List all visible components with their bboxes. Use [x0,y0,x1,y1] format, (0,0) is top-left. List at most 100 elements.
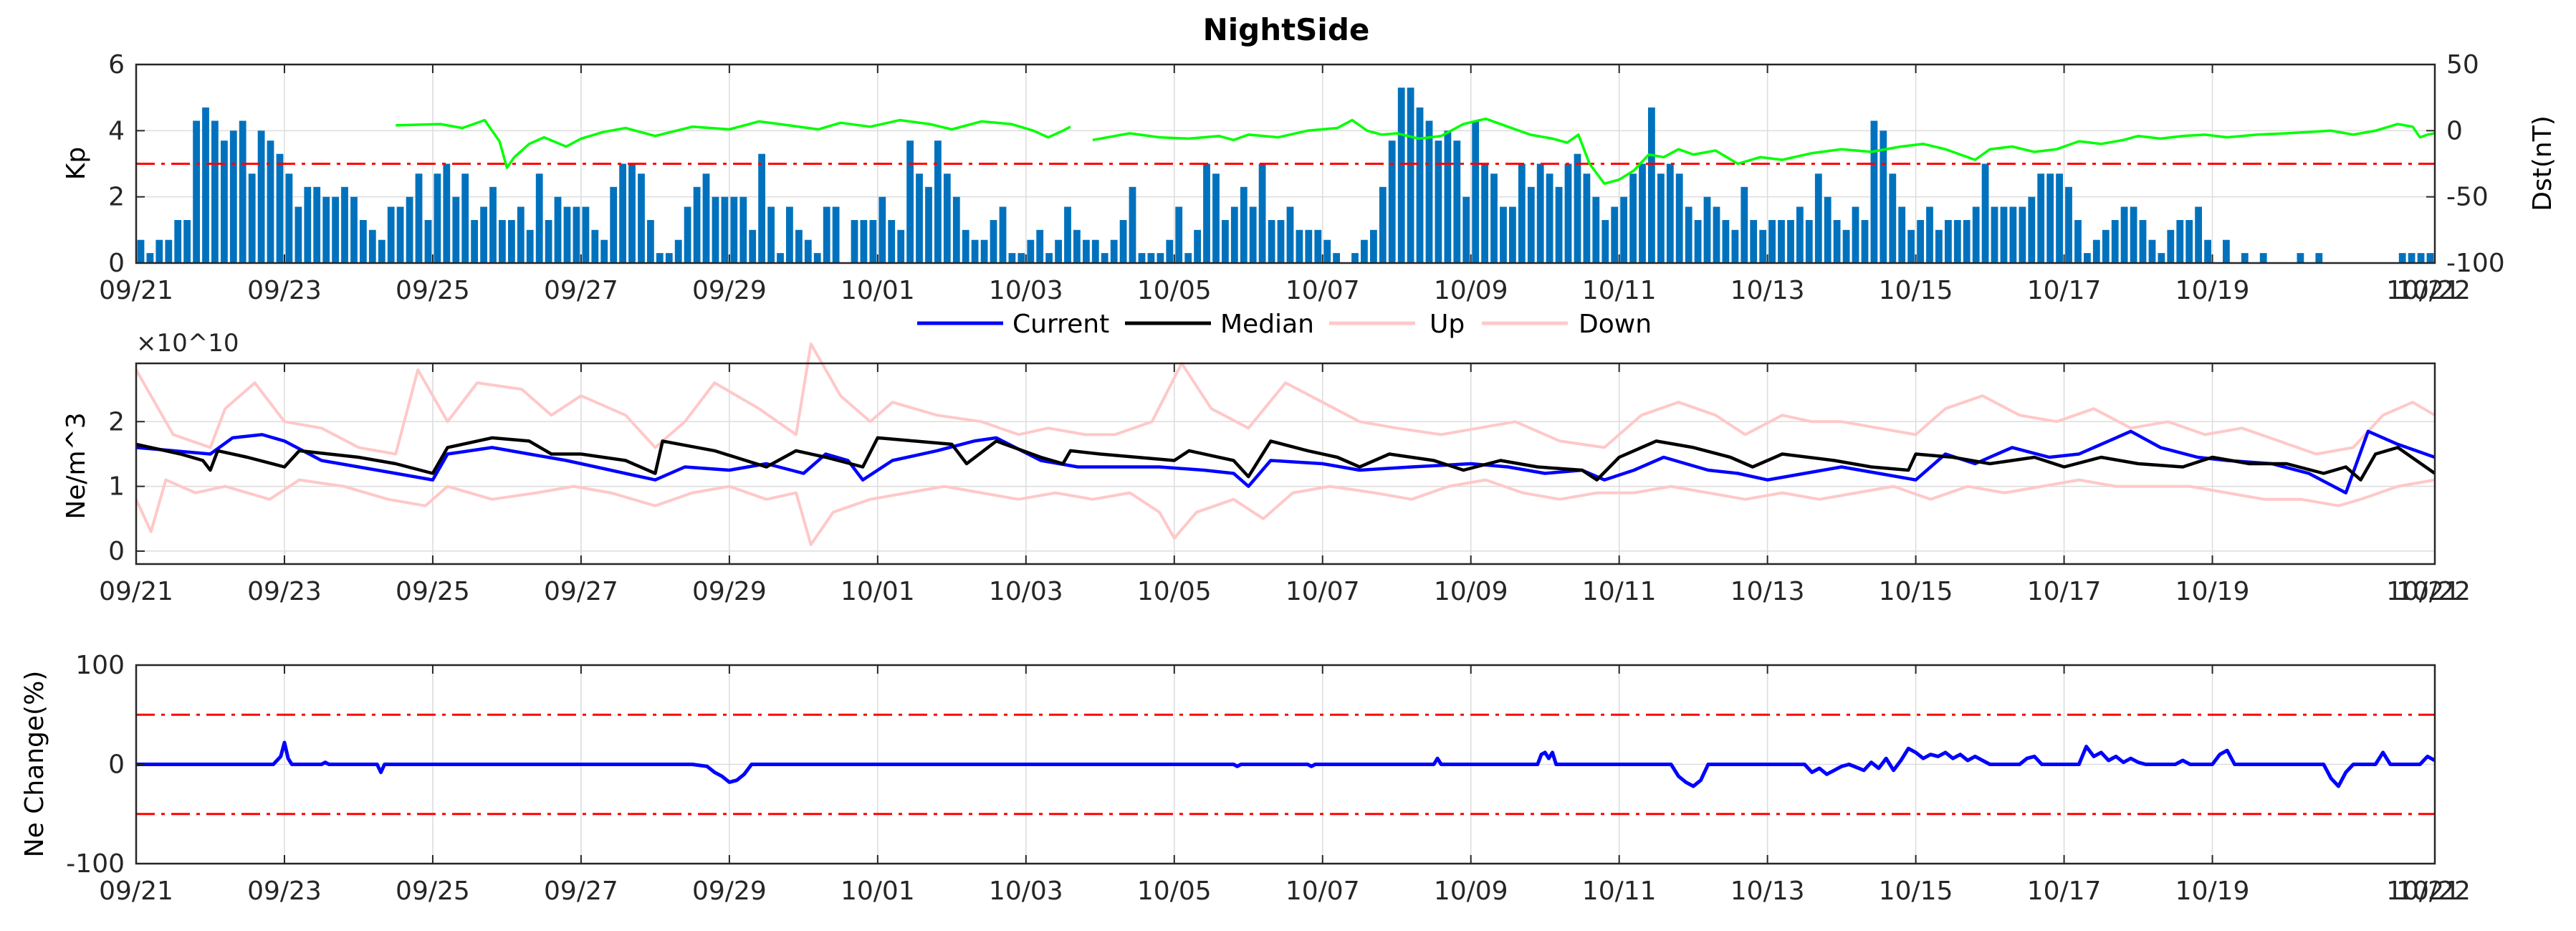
x-tick-label: 10/11 [1582,577,1657,606]
kp-bar [1750,220,1758,263]
y-tick-label: -100 [2446,249,2505,278]
x-tick-label: 09/27 [544,577,618,606]
kp-bar [730,196,738,263]
x-tick-label: 10/07 [1285,877,1360,906]
legend: Current Median Up Down [917,310,1652,339]
x-tick-label: 10/13 [1730,577,1805,606]
x-tick-label: 10/15 [1879,276,1953,305]
x-tick-label: 10/13 [1730,877,1805,906]
x-tick-label: 09/21 [99,577,173,606]
kp-bar [1194,229,1201,263]
kp-bar [628,163,636,263]
kp-bar [1083,239,1090,263]
kp-bar [1842,229,1850,263]
kp-bar [1759,229,1767,263]
kp-bar [1064,206,1071,263]
x-tick-label: 10/21 [2386,276,2461,305]
ne-change-axes: 09/21 09/23 09/25 09/27 09/29 10/01 10/03 10/05… [66,651,2471,906]
kp-bar [1045,253,1053,263]
kp-bar [1222,220,1229,263]
kp-bar [1481,163,1488,263]
kp-bar [749,229,757,263]
kp-axis-label: Kp [62,147,91,180]
x-tick-label: 10/05 [1137,877,1212,906]
x-tick-label: 10/19 [2175,276,2250,305]
kp-bar [295,206,302,263]
kp-bar [1991,206,1998,263]
kp-bar [869,220,877,263]
kp-bar [452,196,460,263]
kp-bar [2111,220,2119,263]
kp-bar [387,206,395,263]
kp-bar [1166,239,1174,263]
kp-bar [2315,253,2323,263]
kp-bar [1583,173,1591,263]
x-tick-label: 10/21 [2386,877,2461,906]
x-tick-label: 10/01 [841,577,915,606]
kp-bar [461,173,469,263]
kp-bar [2297,253,2304,263]
kp-bar [1546,173,1553,263]
kp-bar [1814,173,1822,263]
kp-bar [1055,239,1062,263]
y-tick-label: 6 [108,50,125,80]
kp-bar [1963,220,1971,263]
kp-bar [2195,206,2202,263]
kp-bar [2019,206,2026,263]
kp-bar [897,229,905,263]
kp-bar [1953,220,1961,263]
kp-bar [980,239,988,263]
x-tick-label: 10/19 [2175,877,2250,906]
kp-bar [489,186,497,263]
kp-bar [285,173,293,263]
kp-bar [1787,220,1794,263]
legend-median-label: Median [1220,310,1314,339]
kp-bar [619,163,626,263]
x-tick-label: 09/29 [692,877,767,906]
kp-bar [2185,220,2193,263]
kp-bar [545,220,552,263]
kp-bar [146,253,154,263]
x-tick-label: 09/27 [544,877,618,906]
kp-bar [1129,186,1136,263]
x-tick-label: 10/05 [1137,276,1212,305]
kp-bar [610,186,618,263]
kp-bar [267,140,274,263]
kp-bar [480,206,487,263]
kp-bar [1500,206,1507,263]
kp-bar [1935,229,1943,263]
kp-bar [202,108,209,263]
kp-bar [1620,196,1627,263]
kp-bar [1351,253,1359,263]
kp-bar [2120,206,2128,263]
kp-bar [1555,186,1563,263]
kp-bar [2204,239,2211,263]
kp-bar [471,220,478,263]
kp-bar [174,220,182,263]
kp-bar [2084,253,2091,263]
kp-bar [1639,163,1646,263]
kp-bar [332,196,339,263]
kp-bar [693,186,701,263]
kp-bar [1119,220,1127,263]
kp-bar [1805,220,1813,263]
kp-bar [406,196,413,263]
kp-bar [1305,229,1313,263]
x-tick-label: 10/03 [989,877,1063,906]
kp-bar [424,220,432,263]
kp-bar [2139,220,2147,263]
kp-bar [1444,130,1452,263]
kp-bar [2065,186,2072,263]
kp-bar [1462,196,1470,263]
kp-bar [229,130,237,263]
kp-bar [508,220,515,263]
kp-bar [1731,229,1739,263]
dst-line [396,118,1071,169]
kp-bar [1397,87,1405,263]
kp-bar [777,253,784,263]
x-tick-label: 10/15 [1879,577,1953,606]
y-tick-label: 1 [108,472,125,502]
x-tick-label: 09/25 [396,577,470,606]
kp-bar [767,206,775,263]
kp-bar [1926,206,1933,263]
